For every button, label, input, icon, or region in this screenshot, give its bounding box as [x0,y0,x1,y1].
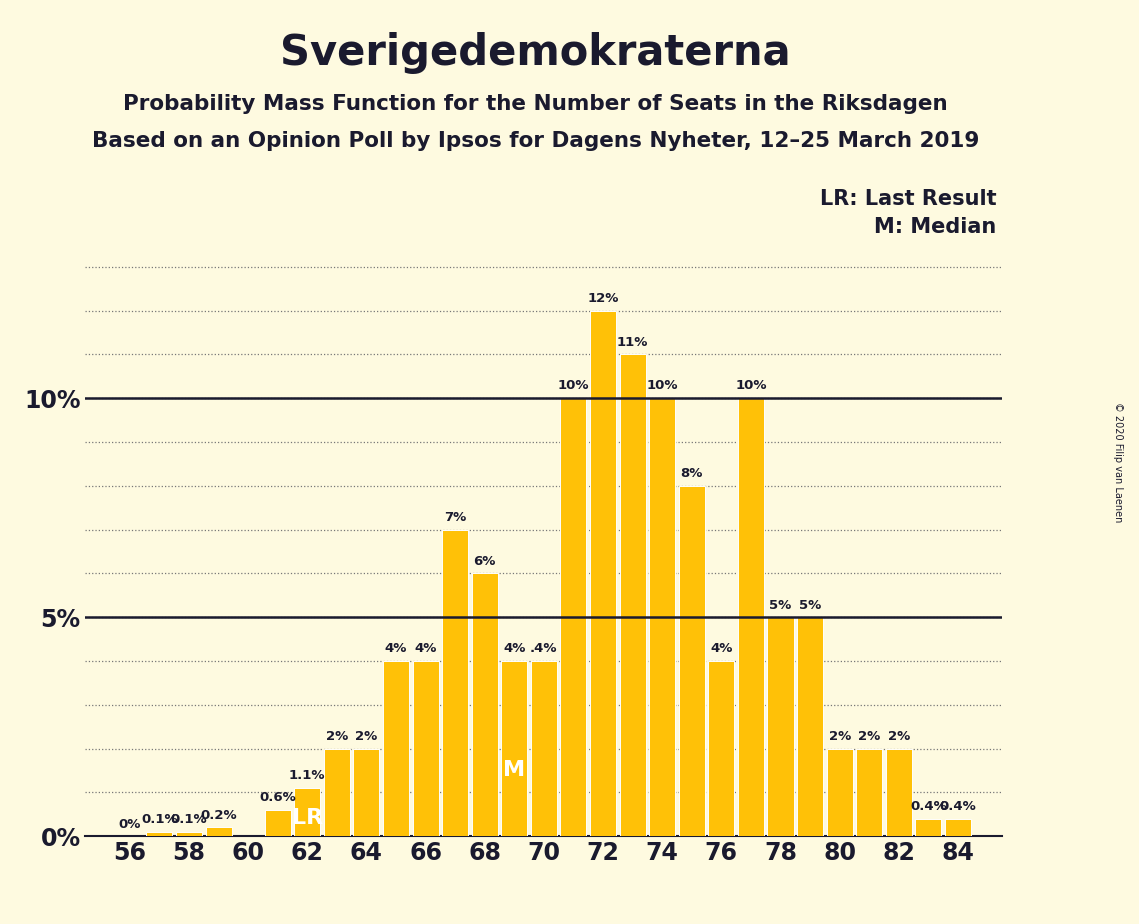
Text: 2%: 2% [355,730,377,743]
Text: 0.4%: 0.4% [910,800,947,813]
Text: M: Median: M: Median [875,217,997,237]
Text: 2%: 2% [858,730,880,743]
Bar [560,398,587,836]
Text: LR: LR [292,808,322,828]
Bar [797,617,823,836]
Bar [146,832,172,836]
Text: 10%: 10% [558,380,589,393]
Text: 11%: 11% [617,335,648,348]
Bar [916,819,942,836]
Bar [294,788,320,836]
Bar [383,661,409,836]
Text: 7%: 7% [444,511,466,524]
Text: 0.6%: 0.6% [260,791,296,804]
Text: 2%: 2% [326,730,347,743]
Text: 0.4%: 0.4% [940,800,976,813]
Text: © 2020 Filip van Laenen: © 2020 Filip van Laenen [1114,402,1123,522]
Bar [442,529,468,836]
Bar [205,828,231,836]
Bar [412,661,439,836]
Bar [323,748,350,836]
Bar [531,661,557,836]
Bar [738,398,764,836]
Text: Based on an Opinion Poll by Ipsos for Dagens Nyheter, 12–25 March 2019: Based on an Opinion Poll by Ipsos for Da… [91,131,980,152]
Text: LR: Last Result: LR: Last Result [820,189,997,210]
Text: 4%: 4% [385,642,407,655]
Bar [501,661,527,836]
Bar [768,617,794,836]
Text: 5%: 5% [769,599,792,612]
Text: Sverigedemokraterna: Sverigedemokraterna [280,32,790,74]
Bar [620,355,646,836]
Text: 4%: 4% [415,642,436,655]
Text: 0.1%: 0.1% [171,813,207,826]
Text: 4%: 4% [503,642,525,655]
Bar [708,661,735,836]
Text: 0.2%: 0.2% [200,808,237,821]
Text: 10%: 10% [735,380,767,393]
Text: 2%: 2% [828,730,851,743]
Text: 4%: 4% [710,642,732,655]
Bar [353,748,379,836]
Bar [649,398,675,836]
Bar [679,486,705,836]
Text: .4%: .4% [530,642,558,655]
Text: 10%: 10% [647,380,678,393]
Bar [857,748,883,836]
Bar [175,832,202,836]
Text: 12%: 12% [588,292,618,305]
Bar [472,574,498,836]
Text: 6%: 6% [474,554,495,567]
Bar [827,748,853,836]
Text: 1.1%: 1.1% [289,770,326,783]
Text: 5%: 5% [798,599,821,612]
Text: 0.1%: 0.1% [141,813,178,826]
Bar [945,819,970,836]
Bar [886,748,912,836]
Text: 2%: 2% [887,730,910,743]
Bar [590,310,616,836]
Text: 8%: 8% [681,468,703,480]
Text: Probability Mass Function for the Number of Seats in the Riksdagen: Probability Mass Function for the Number… [123,94,948,115]
Bar [264,810,290,836]
Text: M: M [503,760,525,780]
Text: 0%: 0% [118,818,141,831]
